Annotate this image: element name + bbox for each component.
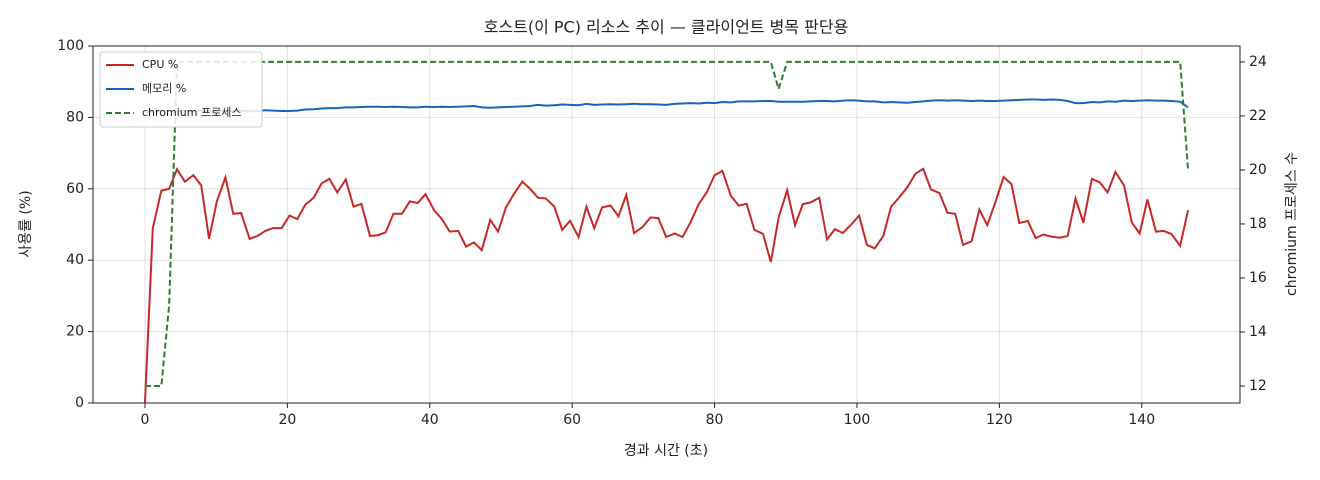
x-tick-label: 120 — [986, 412, 1013, 428]
legend-label: chromium 프로세스 — [142, 106, 241, 119]
series-line — [144, 98, 1189, 114]
series-line — [143, 166, 1190, 404]
x-tick-label: 40 — [421, 412, 439, 428]
y2-tick-label: 22 — [1249, 108, 1267, 124]
y-tick-label: 40 — [66, 252, 84, 268]
y-tick-label: 100 — [57, 38, 84, 54]
y2-tick-label: 14 — [1249, 324, 1267, 340]
x-axis-label: 경과 시간 (초) — [624, 443, 708, 459]
y-axis-label: 사용률 (%) — [18, 190, 34, 257]
x-tick-label: 80 — [706, 412, 724, 428]
y2-tick-label: 20 — [1249, 162, 1267, 178]
legend-label: CPU % — [142, 58, 178, 71]
x-tick-label: 20 — [278, 412, 296, 428]
x-tick-label: 140 — [1128, 412, 1155, 428]
x-tick-label: 60 — [563, 412, 581, 428]
y2-tick-label: 16 — [1249, 270, 1267, 286]
series-line — [144, 60, 1190, 387]
x-tick-label: 0 — [141, 412, 150, 428]
y-tick-label: 80 — [66, 109, 84, 125]
x-tick-label: 100 — [844, 412, 871, 428]
y-tick-label: 20 — [66, 324, 84, 340]
y-tick-label: 0 — [75, 395, 84, 411]
y2-axis-label: chromium 프로세스 수 — [1284, 152, 1300, 296]
y2-tick-label: 24 — [1249, 54, 1267, 70]
y-tick-label: 60 — [66, 181, 84, 197]
legend-label: 메모리 % — [142, 82, 186, 95]
legend: CPU % 메모리 % chromium 프로세스 — [99, 51, 263, 128]
legend-box — [99, 51, 263, 128]
plot-frame — [92, 45, 1241, 404]
y2-tick-label: 18 — [1249, 216, 1267, 232]
chart-title: 호스트(이 PC) 리소스 추이 — 클라이언트 병목 판단용 — [484, 18, 849, 37]
y2-tick-label: 12 — [1249, 378, 1267, 394]
